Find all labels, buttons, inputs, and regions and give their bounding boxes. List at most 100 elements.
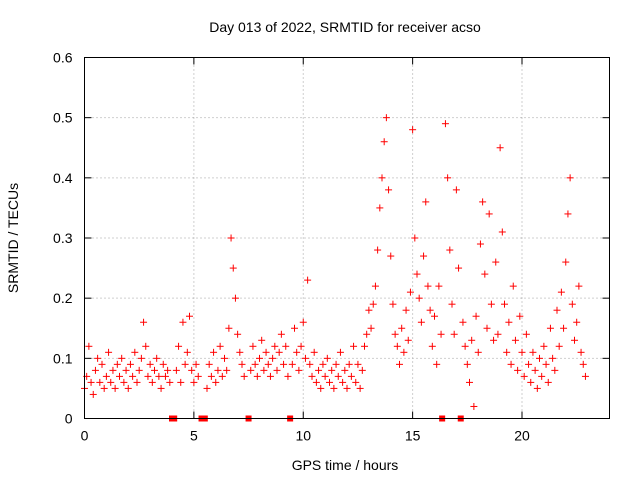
data-point bbox=[146, 360, 154, 368]
data-point bbox=[398, 324, 406, 332]
data-point bbox=[422, 198, 430, 206]
data-point bbox=[542, 360, 550, 368]
data-point bbox=[341, 366, 349, 374]
data-point bbox=[260, 366, 268, 374]
data-point bbox=[179, 318, 187, 326]
data-point bbox=[157, 384, 165, 392]
data-point bbox=[277, 330, 285, 338]
data-point bbox=[536, 354, 543, 362]
data-point bbox=[124, 384, 132, 392]
data-point bbox=[205, 360, 213, 368]
data-point bbox=[474, 348, 482, 356]
data-point bbox=[389, 300, 397, 308]
data-point bbox=[352, 378, 360, 386]
data-point bbox=[94, 354, 102, 362]
data-point bbox=[297, 342, 305, 350]
data-point bbox=[501, 300, 508, 308]
data-point bbox=[129, 372, 137, 380]
data-point bbox=[476, 240, 484, 248]
data-point bbox=[310, 348, 318, 356]
data-point bbox=[544, 378, 552, 386]
data-point bbox=[448, 300, 456, 308]
data-point bbox=[142, 342, 150, 350]
data-point bbox=[345, 360, 353, 368]
axes-ticks: 0 0.1 0.2 0.3 0.4 0.5 0.6 0 5 10 15 20 bbox=[53, 50, 610, 444]
data-point bbox=[466, 378, 473, 386]
data-point bbox=[538, 372, 546, 380]
data-point bbox=[214, 366, 222, 374]
data-point bbox=[557, 288, 565, 296]
data-point bbox=[133, 378, 141, 386]
y-tick-label: 0.4 bbox=[53, 170, 73, 186]
data-point bbox=[404, 336, 412, 344]
data-point bbox=[566, 174, 574, 182]
data-point bbox=[280, 360, 288, 368]
data-point bbox=[354, 360, 362, 368]
data-point bbox=[553, 306, 561, 314]
data-point bbox=[426, 306, 434, 314]
data-point bbox=[330, 384, 338, 392]
data-point bbox=[579, 360, 587, 368]
data-point bbox=[107, 378, 115, 386]
data-point bbox=[207, 372, 215, 380]
data-point bbox=[511, 336, 519, 344]
data-point bbox=[328, 366, 336, 374]
data-point bbox=[258, 336, 266, 344]
data-point bbox=[275, 348, 283, 356]
data-point bbox=[378, 174, 386, 182]
data-point bbox=[161, 372, 169, 380]
y-tick-label: 0.6 bbox=[53, 50, 73, 66]
data-point bbox=[253, 372, 261, 380]
data-point bbox=[371, 282, 379, 290]
data-point bbox=[577, 348, 585, 356]
data-point bbox=[509, 282, 517, 290]
data-point bbox=[301, 354, 309, 362]
data-point bbox=[223, 366, 231, 374]
data-point bbox=[308, 372, 316, 380]
data-point bbox=[151, 366, 158, 374]
data-point bbox=[420, 252, 428, 260]
data-point bbox=[529, 348, 537, 356]
data-point bbox=[413, 270, 421, 278]
data-point bbox=[437, 330, 445, 338]
data-point bbox=[470, 402, 478, 410]
data-point bbox=[339, 378, 347, 386]
data-point bbox=[433, 360, 441, 368]
y-tick-label: 0.1 bbox=[53, 350, 73, 366]
data-point bbox=[361, 342, 368, 350]
data-point bbox=[522, 330, 530, 338]
data-point bbox=[317, 384, 325, 392]
data-point bbox=[166, 378, 174, 386]
data-point bbox=[363, 330, 371, 338]
y-tick-label: 0.2 bbox=[53, 290, 73, 306]
y-tick-label: 0 bbox=[65, 411, 73, 427]
data-point bbox=[231, 294, 239, 302]
data-point bbox=[144, 372, 152, 380]
data-point bbox=[562, 258, 570, 266]
data-point bbox=[332, 360, 340, 368]
x-tick-label: 5 bbox=[190, 428, 198, 444]
data-point bbox=[527, 378, 535, 386]
data-point bbox=[347, 372, 355, 380]
data-point bbox=[122, 366, 130, 374]
data-point bbox=[365, 306, 373, 314]
data-point bbox=[218, 372, 226, 380]
data-point bbox=[282, 342, 290, 350]
data-point bbox=[118, 354, 126, 362]
data-point bbox=[564, 210, 572, 218]
x-tick-label: 20 bbox=[514, 428, 530, 444]
data-point bbox=[336, 348, 344, 356]
data-point bbox=[312, 378, 320, 386]
data-point bbox=[234, 330, 242, 338]
data-point bbox=[507, 360, 515, 368]
data-point bbox=[494, 330, 502, 338]
data-point bbox=[393, 342, 401, 350]
data-point bbox=[485, 210, 493, 218]
data-points bbox=[81, 114, 589, 410]
data-point bbox=[221, 354, 228, 362]
data-point bbox=[111, 384, 119, 392]
data-point bbox=[192, 360, 200, 368]
data-point bbox=[269, 354, 277, 362]
data-point bbox=[479, 198, 487, 206]
data-point bbox=[376, 204, 384, 212]
